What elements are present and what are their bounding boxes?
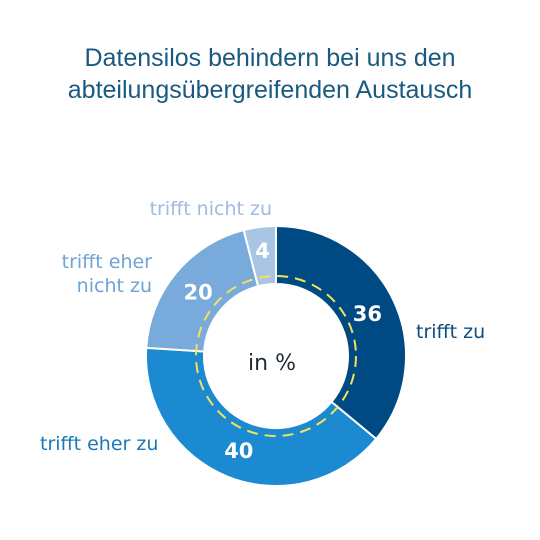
slice-value-label-2: 40 <box>224 439 253 463</box>
category-label-1: trifft zu <box>416 321 485 343</box>
category-label-3-line-2: nicht zu <box>77 275 152 297</box>
chart-title-line-2: abteilungsübergreifenden Austausch <box>67 76 473 104</box>
center-label: in % <box>248 351 296 376</box>
slice-value-label-1: 36 <box>353 302 382 326</box>
donut-slice-3 <box>145 228 260 353</box>
donut-slice-1 <box>275 224 407 441</box>
dashed-guide-ring <box>195 275 357 437</box>
category-label-2: trifft eher zu <box>40 433 158 455</box>
slice-value-label-4: 4 <box>255 239 270 263</box>
category-label-3-line-1: trifft eher <box>62 251 153 273</box>
donut-slice-4 <box>242 224 277 288</box>
category-label-4: trifft nicht zu <box>150 198 272 220</box>
slice-value-label-3: 20 <box>184 281 213 305</box>
donut-slice-2 <box>145 346 378 487</box>
chart-title: Datensilos behindern bei uns den abteilu… <box>0 42 540 106</box>
chart-title-line-1: Datensilos behindern bei uns den <box>84 44 456 72</box>
